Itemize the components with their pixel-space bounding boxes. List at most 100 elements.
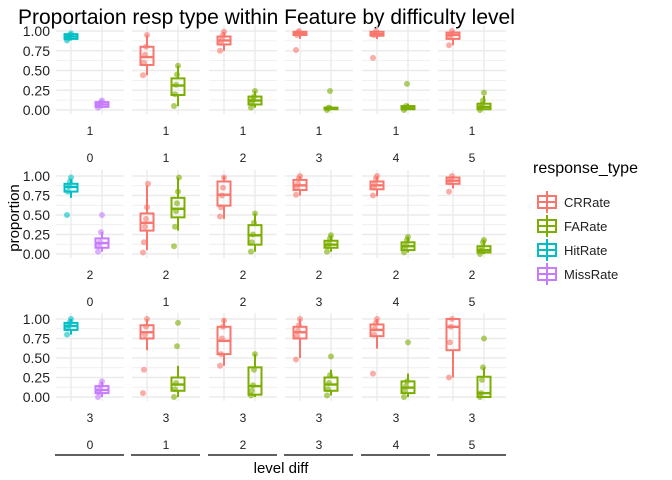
data-point xyxy=(173,379,179,386)
data-point xyxy=(141,59,147,66)
facet-row-label: 3 xyxy=(469,411,476,425)
data-point xyxy=(143,43,149,50)
data-point xyxy=(172,386,178,393)
data-point xyxy=(174,71,180,78)
y-tick-label: 1.00 xyxy=(23,23,50,39)
data-point xyxy=(99,378,105,385)
data-point xyxy=(295,180,301,187)
data-point xyxy=(251,219,257,226)
data-point xyxy=(370,192,376,199)
facet-panel: 31 xyxy=(132,313,200,452)
data-point xyxy=(446,374,452,381)
data-point xyxy=(249,239,255,246)
data-point xyxy=(95,394,101,400)
legend-item: HitRate xyxy=(537,239,607,261)
facet-col-label: 3 xyxy=(316,295,323,309)
facet-row-label: 3 xyxy=(316,411,323,425)
data-point xyxy=(481,335,487,342)
data-point xyxy=(144,31,150,38)
data-point xyxy=(293,46,299,53)
facet-col-label: 0 xyxy=(87,151,94,165)
data-point xyxy=(327,372,333,379)
facet-row-label: 2 xyxy=(163,268,170,282)
data-point xyxy=(448,323,454,330)
data-point xyxy=(405,339,411,346)
data-point xyxy=(401,249,407,256)
facet-row-label: 1 xyxy=(393,124,400,138)
data-point xyxy=(219,335,225,342)
data-point xyxy=(174,343,180,350)
data-point xyxy=(221,317,227,324)
data-point xyxy=(404,378,410,385)
box xyxy=(476,375,492,399)
data-point xyxy=(140,249,146,256)
data-point xyxy=(404,80,410,87)
y-tick-label: 0.25 xyxy=(23,370,50,386)
facet-panel: 15 xyxy=(438,25,506,165)
data-point xyxy=(481,89,487,96)
facet-panel: 34 xyxy=(362,313,430,452)
legend: response_type CRRate FARate HitRate MissRate xyxy=(533,160,638,285)
data-point xyxy=(372,325,378,332)
facet-panel: 10 xyxy=(56,25,124,165)
facet-col-label: 5 xyxy=(469,438,476,452)
data-point xyxy=(326,240,332,247)
data-point xyxy=(327,88,333,95)
facet-panel: 30 xyxy=(56,313,124,452)
legend-label: FARate xyxy=(564,219,607,234)
facet-panel: 11 xyxy=(132,25,200,165)
y-tick-label: 0.75 xyxy=(23,188,50,204)
data-point xyxy=(64,331,70,338)
data-point xyxy=(68,30,74,37)
data-point xyxy=(252,88,258,95)
facet-panel: 24 xyxy=(362,170,430,309)
x-axis-label: level diff xyxy=(254,460,310,477)
y-tick-label: 0.50 xyxy=(23,207,50,223)
data-point xyxy=(218,204,224,211)
data-point xyxy=(479,244,485,251)
facet-col-label: 2 xyxy=(240,151,247,165)
data-point xyxy=(252,210,258,217)
data-point xyxy=(324,392,330,399)
data-point xyxy=(252,351,258,358)
data-point xyxy=(325,386,331,393)
legend-label: MissRate xyxy=(564,267,618,282)
data-point xyxy=(97,239,103,246)
data-point xyxy=(324,248,330,255)
chart-title: Proportaion resp type within Feature by … xyxy=(18,6,515,29)
data-point xyxy=(403,383,409,390)
data-point xyxy=(219,192,225,199)
data-point xyxy=(173,208,179,215)
legend-item: FARate xyxy=(537,215,607,237)
data-point xyxy=(95,248,101,255)
data-point xyxy=(141,366,147,373)
data-point xyxy=(297,316,303,322)
data-point xyxy=(446,188,452,195)
data-point xyxy=(143,323,149,330)
facet-col-label: 4 xyxy=(393,438,400,452)
data-point xyxy=(373,28,379,34)
facet-row-label: 2 xyxy=(240,268,247,282)
facet-row-label: 1 xyxy=(316,124,323,138)
facet-col-label: 4 xyxy=(393,295,400,309)
data-point xyxy=(142,331,148,338)
data-point xyxy=(145,180,151,187)
data-point xyxy=(449,173,455,179)
data-point xyxy=(142,223,148,230)
facet-col-label: 1 xyxy=(163,295,170,309)
data-point xyxy=(293,356,299,363)
facet-col-label: 5 xyxy=(469,151,476,165)
y-tick-label: 0.25 xyxy=(23,82,50,98)
data-point xyxy=(143,215,149,222)
data-point xyxy=(144,316,150,322)
data-point xyxy=(296,28,302,34)
y-tick-label: 0.50 xyxy=(23,63,50,79)
data-point xyxy=(173,81,179,88)
data-point xyxy=(250,382,256,389)
data-point xyxy=(293,191,299,198)
data-point xyxy=(480,364,486,371)
facet-panel: 12 xyxy=(209,25,277,165)
data-point xyxy=(403,103,409,110)
facet-row-label: 1 xyxy=(240,124,247,138)
